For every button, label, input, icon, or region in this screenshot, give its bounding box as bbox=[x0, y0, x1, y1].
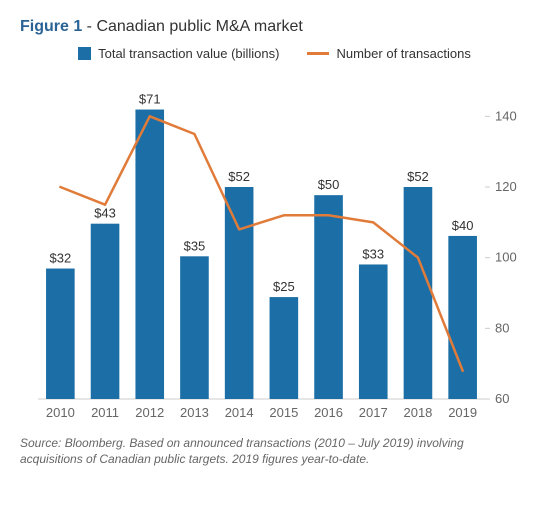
svg-text:$50: $50 bbox=[318, 177, 340, 192]
svg-text:2017: 2017 bbox=[359, 405, 388, 420]
svg-text:$33: $33 bbox=[362, 246, 384, 261]
svg-text:120: 120 bbox=[495, 179, 517, 194]
figure-title: Figure 1 - Canadian public M&A market bbox=[20, 18, 529, 36]
svg-text:100: 100 bbox=[495, 250, 517, 265]
bar-swatch-icon bbox=[78, 47, 91, 60]
svg-text:2012: 2012 bbox=[135, 405, 164, 420]
svg-text:2018: 2018 bbox=[403, 405, 432, 420]
legend-item-line: Number of transactions bbox=[307, 46, 470, 61]
chart-legend: Total transaction value (billions) Numbe… bbox=[20, 46, 529, 61]
svg-text:60: 60 bbox=[495, 391, 509, 406]
svg-text:80: 80 bbox=[495, 320, 509, 335]
svg-text:2019: 2019 bbox=[448, 405, 477, 420]
svg-text:$35: $35 bbox=[184, 238, 206, 253]
figure-title-text: - Canadian public M&A market bbox=[82, 18, 303, 35]
legend-line-label: Number of transactions bbox=[336, 46, 470, 61]
svg-text:$40: $40 bbox=[452, 218, 474, 233]
svg-text:2011: 2011 bbox=[91, 405, 119, 420]
svg-text:$52: $52 bbox=[407, 169, 429, 184]
svg-text:2010: 2010 bbox=[46, 405, 75, 420]
svg-text:2014: 2014 bbox=[225, 405, 254, 420]
svg-text:$32: $32 bbox=[49, 251, 71, 266]
svg-text:$43: $43 bbox=[94, 206, 116, 221]
svg-text:2013: 2013 bbox=[180, 405, 209, 420]
svg-text:$25: $25 bbox=[273, 279, 295, 294]
figure-container: Figure 1 - Canadian public M&A market To… bbox=[0, 0, 549, 515]
source-caption: Source: Bloomberg. Based on announced tr… bbox=[20, 435, 529, 467]
svg-text:2015: 2015 bbox=[269, 405, 298, 420]
svg-text:140: 140 bbox=[495, 108, 517, 123]
svg-text:$52: $52 bbox=[228, 169, 250, 184]
chart-plot-area: 20406080100120140$322010$432011$712012$3… bbox=[20, 67, 529, 427]
svg-text:2016: 2016 bbox=[314, 405, 343, 420]
legend-bar-label: Total transaction value (billions) bbox=[98, 46, 279, 61]
figure-number: Figure 1 bbox=[20, 18, 82, 35]
legend-item-bars: Total transaction value (billions) bbox=[78, 46, 279, 61]
svg-text:$71: $71 bbox=[139, 92, 161, 107]
chart-svg: 20406080100120140$322010$432011$712012$3… bbox=[20, 67, 529, 427]
line-swatch-icon bbox=[307, 52, 329, 55]
